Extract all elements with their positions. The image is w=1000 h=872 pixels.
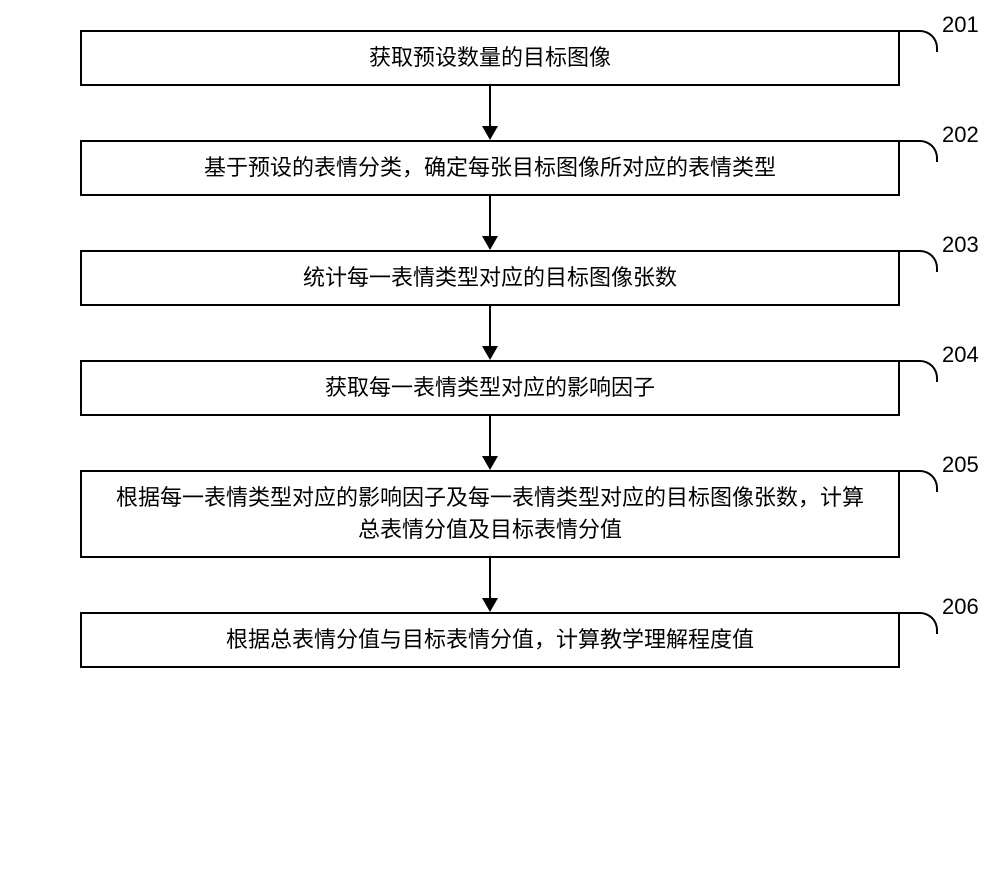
- step-text: 根据总表情分值与目标表情分值，计算教学理解程度值: [226, 624, 754, 656]
- step-text: 获取预设数量的目标图像: [369, 42, 611, 74]
- step-box-203: 统计每一表情类型对应的目标图像张数: [80, 250, 900, 306]
- leader-line: [898, 470, 938, 492]
- step-box-206: 根据总表情分值与目标表情分值，计算教学理解程度值: [80, 612, 900, 668]
- leader-line: [898, 360, 938, 382]
- arrow-down: [80, 558, 900, 612]
- step-text: 基于预设的表情分类，确定每张目标图像所对应的表情类型: [204, 152, 776, 184]
- step-box-204: 获取每一表情类型对应的影响因子: [80, 360, 900, 416]
- step-text: 统计每一表情类型对应的目标图像张数: [303, 262, 677, 294]
- leader-line: [898, 612, 938, 634]
- step-text: 获取每一表情类型对应的影响因子: [325, 372, 655, 404]
- step-label-205: 205: [942, 452, 979, 478]
- step-label-206: 206: [942, 594, 979, 620]
- leader-line: [898, 140, 938, 162]
- arrow-down: [80, 86, 900, 140]
- step-label-202: 202: [942, 122, 979, 148]
- arrow-down: [80, 196, 900, 250]
- step-label-201: 201: [942, 12, 979, 38]
- step-text: 根据每一表情类型对应的影响因子及每一表情类型对应的目标图像张数，计算总表情分值及…: [112, 482, 868, 546]
- step-label-203: 203: [942, 232, 979, 258]
- leader-line: [898, 250, 938, 272]
- step-label-204: 204: [942, 342, 979, 368]
- leader-line: [898, 30, 938, 52]
- arrow-down: [80, 416, 900, 470]
- step-box-202: 基于预设的表情分类，确定每张目标图像所对应的表情类型: [80, 140, 900, 196]
- step-box-201: 获取预设数量的目标图像: [80, 30, 900, 86]
- flowchart-container: 获取预设数量的目标图像 基于预设的表情分类，确定每张目标图像所对应的表情类型 统…: [80, 30, 900, 668]
- arrow-down: [80, 306, 900, 360]
- step-box-205: 根据每一表情类型对应的影响因子及每一表情类型对应的目标图像张数，计算总表情分值及…: [80, 470, 900, 558]
